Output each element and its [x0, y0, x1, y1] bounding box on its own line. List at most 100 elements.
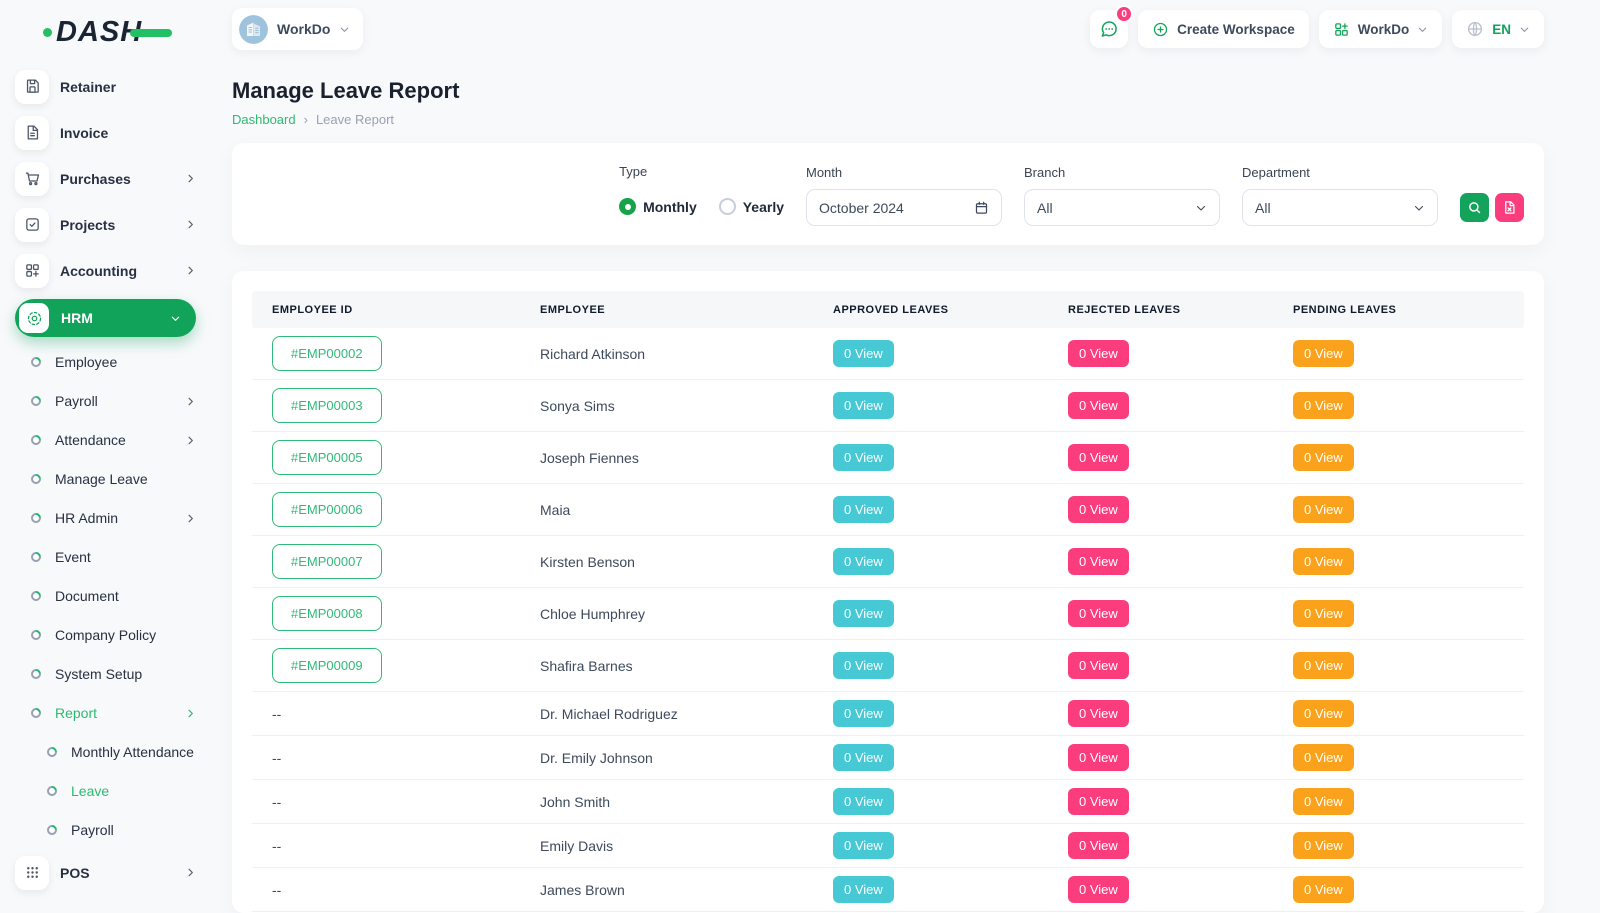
- sidebar-item-event[interactable]: Event: [15, 543, 198, 571]
- employee-name: Emily Davis: [540, 837, 614, 854]
- employee-id-button[interactable]: #EMP00003: [272, 388, 382, 423]
- pending-view-badge[interactable]: 0 View: [1293, 744, 1354, 771]
- employee-id-button[interactable]: #EMP00008: [272, 596, 382, 631]
- workspace-name: WorkDo: [277, 21, 331, 37]
- sidebar-item-attendance[interactable]: Attendance: [15, 426, 198, 454]
- table-row: -- Emily Davis 0 View 0 View 0 View: [252, 824, 1524, 868]
- sidebar-item-accounting[interactable]: Accounting: [15, 253, 198, 288]
- branch-select[interactable]: All: [1024, 189, 1220, 226]
- month-input[interactable]: October 2024: [806, 189, 1002, 226]
- pending-view-badge[interactable]: 0 View: [1293, 340, 1354, 367]
- pending-view-badge[interactable]: 0 View: [1293, 548, 1354, 575]
- sidebar-item-hrm[interactable]: HRM: [15, 299, 196, 337]
- employee-id-button[interactable]: #EMP00005: [272, 440, 382, 475]
- topbar-actions: 0 Create Workspace WorkDo: [1090, 5, 1544, 48]
- sidebar-item-manage-leave[interactable]: Manage Leave: [15, 465, 198, 493]
- rejected-view-badge[interactable]: 0 View: [1068, 788, 1129, 815]
- table-row: #EMP00009 Shafira Barnes 0 View 0 View 0 Vie…: [252, 640, 1524, 692]
- workspace-selector[interactable]: WorkDo: [232, 8, 364, 50]
- employee-id-button[interactable]: #EMP00009: [272, 648, 382, 683]
- sidebar-item-hr-admin[interactable]: HR Admin: [15, 504, 198, 532]
- search-button[interactable]: [1460, 193, 1489, 222]
- rejected-view-badge[interactable]: 0 View: [1068, 444, 1129, 471]
- approved-view-badge[interactable]: 0 View: [833, 444, 894, 471]
- employee-name: Chloe Humphrey: [540, 605, 646, 622]
- employee-id-empty: --: [272, 705, 282, 722]
- department-select[interactable]: All: [1242, 189, 1438, 226]
- messages-button[interactable]: 0: [1090, 5, 1134, 48]
- approved-view-badge[interactable]: 0 View: [833, 876, 894, 903]
- pending-view-badge[interactable]: 0 View: [1293, 652, 1354, 679]
- language-selector[interactable]: EN: [1452, 10, 1544, 48]
- approved-view-badge[interactable]: 0 View: [833, 600, 894, 627]
- sidebar-item-projects[interactable]: Projects: [15, 207, 198, 242]
- rejected-view-badge[interactable]: 0 View: [1068, 744, 1129, 771]
- column-header-approved-leaves: APPROVED LEAVES: [833, 303, 949, 316]
- rejected-view-badge[interactable]: 0 View: [1068, 600, 1129, 627]
- brand-logo[interactable]: DASH: [42, 16, 212, 49]
- sidebar-item-report[interactable]: Report: [15, 699, 198, 727]
- sidebar-item-monthly-attendance[interactable]: Monthly Attendance: [15, 738, 198, 766]
- pending-view-badge[interactable]: 0 View: [1293, 496, 1354, 523]
- pending-view-badge[interactable]: 0 View: [1293, 600, 1354, 627]
- sidebar-item-purchases[interactable]: Purchases: [15, 161, 198, 196]
- plus-circle-icon: [1152, 21, 1169, 38]
- rejected-view-badge[interactable]: 0 View: [1068, 340, 1129, 367]
- pending-view-badge[interactable]: 0 View: [1293, 876, 1354, 903]
- bullet-icon: [28, 510, 44, 526]
- radio-monthly[interactable]: Monthly: [619, 198, 697, 215]
- rejected-view-badge[interactable]: 0 View: [1068, 652, 1129, 679]
- approved-view-badge[interactable]: 0 View: [833, 548, 894, 575]
- approved-view-badge[interactable]: 0 View: [833, 744, 894, 771]
- sidebar-item-leave[interactable]: Leave: [15, 777, 198, 805]
- reset-button[interactable]: [1495, 193, 1524, 222]
- sidebar-item-document[interactable]: Document: [15, 582, 198, 610]
- sidebar-item-payroll[interactable]: Payroll: [15, 816, 198, 844]
- approved-view-badge[interactable]: 0 View: [833, 652, 894, 679]
- employee-id-empty: --: [272, 881, 282, 898]
- approved-view-badge[interactable]: 0 View: [833, 788, 894, 815]
- approved-view-badge[interactable]: 0 View: [833, 832, 894, 859]
- employee-name: Dr. Emily Johnson: [540, 749, 653, 766]
- sidebar-item-retainer[interactable]: Retainer: [15, 69, 198, 104]
- approved-view-badge[interactable]: 0 View: [833, 340, 894, 367]
- sidebar-item-invoice[interactable]: Invoice: [15, 115, 198, 150]
- sidebar-item-system-setup[interactable]: System Setup: [15, 660, 198, 688]
- sidebar-item-pos[interactable]: POS: [15, 855, 198, 890]
- approved-view-badge[interactable]: 0 View: [833, 496, 894, 523]
- pending-view-badge[interactable]: 0 View: [1293, 444, 1354, 471]
- sidebar-item-company-policy[interactable]: Company Policy: [15, 621, 198, 649]
- employee-id-button[interactable]: #EMP00002: [272, 336, 382, 371]
- sidebar-item-label: Leave: [71, 783, 110, 799]
- pending-view-badge[interactable]: 0 View: [1293, 392, 1354, 419]
- chevron-down-icon: [1413, 202, 1425, 214]
- rejected-view-badge[interactable]: 0 View: [1068, 700, 1129, 727]
- bullet-icon: [28, 588, 44, 604]
- sidebar-item-label: Employee: [55, 354, 118, 370]
- month-label: Month: [806, 165, 843, 180]
- employee-id-button[interactable]: #EMP00007: [272, 544, 382, 579]
- rejected-view-badge[interactable]: 0 View: [1068, 392, 1129, 419]
- approved-view-badge[interactable]: 0 View: [833, 392, 894, 419]
- breadcrumb-dashboard-link[interactable]: Dashboard: [232, 112, 296, 127]
- sidebar-item-employee[interactable]: Employee: [15, 348, 198, 376]
- sidebar-item-label: Report: [55, 705, 98, 721]
- employee-id-button[interactable]: #EMP00006: [272, 492, 382, 527]
- sidebar-item-payroll[interactable]: Payroll: [15, 387, 198, 415]
- rejected-view-badge[interactable]: 0 View: [1068, 876, 1129, 903]
- chevron-right-icon: [185, 396, 196, 407]
- pending-view-badge[interactable]: 0 View: [1293, 700, 1354, 727]
- rejected-view-badge[interactable]: 0 View: [1068, 832, 1129, 859]
- create-workspace-button[interactable]: Create Workspace: [1138, 10, 1309, 48]
- approved-view-badge[interactable]: 0 View: [833, 700, 894, 727]
- rejected-view-badge[interactable]: 0 View: [1068, 496, 1129, 523]
- pending-view-badge[interactable]: 0 View: [1293, 832, 1354, 859]
- sidebar-item-label: Accounting: [60, 262, 137, 279]
- app-switcher-button[interactable]: WorkDo: [1318, 10, 1443, 48]
- rejected-view-badge[interactable]: 0 View: [1068, 548, 1129, 575]
- pending-view-badge[interactable]: 0 View: [1293, 788, 1354, 815]
- radio-unselected-icon: [718, 198, 736, 215]
- radio-yearly[interactable]: Yearly: [718, 198, 784, 215]
- chevron-right-icon: [185, 173, 196, 184]
- branch-label: Branch: [1024, 165, 1066, 180]
